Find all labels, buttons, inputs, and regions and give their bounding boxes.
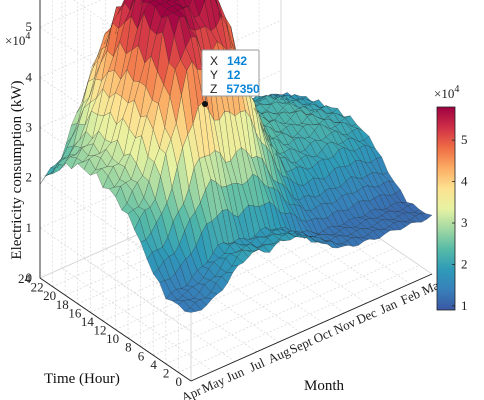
z-tick-label-1: 1 [26, 220, 33, 235]
svg-text:×104: ×104 [5, 31, 30, 48]
colorbar-tick-label-0: 1 [461, 298, 468, 313]
surface-patch-10-17 [129, 0, 135, 11]
grid-z-left-3 [39, 127, 192, 231]
surface-plot [39, 0, 433, 313]
y-tick-label-3: 6 [138, 348, 145, 363]
y-axis-line [39, 277, 192, 382]
y-tick-label-5: 10 [106, 331, 119, 346]
y-tick-label-7: 14 [81, 314, 95, 329]
data-tip-y-value: 12 [227, 68, 241, 82]
x-tick-label-5: Sept [287, 334, 315, 357]
colorbar-tick-label-2: 3 [461, 215, 468, 230]
x-tick-label-3: Jul [247, 355, 267, 375]
y-tick-label-2: 4 [150, 357, 157, 372]
grid-z-left-1 [39, 227, 192, 332]
axis-lines [39, 0, 433, 382]
data-tip-box [201, 49, 260, 97]
z-tick-label-3: 3 [26, 120, 33, 135]
y-tick-label-4: 8 [125, 340, 132, 355]
z-multiplier-exponent: 4 [25, 31, 30, 42]
x-tick-label-2: Jun [224, 364, 247, 385]
data-tip-x-value: 142 [227, 54, 247, 68]
x-tick-label-9: Jan [377, 296, 399, 317]
surface-patch-15-14 [175, 0, 178, 3]
x-axis-title: Month [304, 378, 345, 394]
surface-patch-10-16 [140, 0, 145, 3]
colorbar-multiplier: ×104 [434, 84, 459, 101]
z-multiplier-base: ×10 [5, 33, 25, 48]
y-tick-label-1: 2 [163, 365, 170, 380]
y-axis-title: Time (Hour) [44, 371, 120, 387]
x-tick-label-6: Oct [311, 325, 335, 346]
data-tip-z-label: Z [210, 82, 217, 96]
x-tick-label-7: Nov [331, 314, 358, 337]
z-axis-title: Electricity consumption (kW) [9, 80, 25, 259]
svg-text:Y 12: Y 12 [210, 66, 241, 83]
data-tip-marker[interactable] [202, 101, 208, 107]
grid-x-floor-2 [83, 258, 236, 362]
z-tick-label-2: 2 [26, 170, 33, 185]
grid-x-floor-3 [105, 248, 257, 353]
data-tip[interactable]: X 142 Y 12 Z 57350 [201, 49, 260, 107]
colorbar-gradient [436, 106, 456, 311]
y-tick-label-8: 16 [68, 305, 82, 320]
data-tip-y-label: Y [210, 68, 218, 82]
colorbar-ticks: 1 2 3 4 5 [452, 132, 468, 313]
surface-patch-45-0 [420, 213, 433, 220]
data-tip-x-label: X [210, 54, 218, 68]
grid-x-floor-1 [61, 267, 214, 372]
grid-z-left-5 [39, 26, 192, 131]
z-axis-multiplier: ×104 [5, 31, 30, 48]
z-tick-label-4: 4 [26, 69, 33, 84]
colorbar-multiplier-exponent: 4 [454, 84, 459, 95]
y-tick-label-12: 24 [18, 271, 32, 286]
y-tick-label-6: 12 [94, 323, 107, 338]
z-tick-label-5: 5 [26, 19, 33, 34]
svg-text:Z 57350: Z 57350 [210, 80, 260, 97]
svg-text:X 142: X 142 [210, 52, 247, 69]
x-tick-label-10: Feb [398, 286, 422, 308]
colorbar-tick-label-3: 4 [461, 174, 468, 189]
y-tick-label-0: 0 [176, 374, 183, 389]
x-axis-line [190, 273, 433, 382]
y-tick-label-11: 22 [31, 280, 44, 295]
data-tip-z-value: 57350 [226, 82, 260, 96]
colorbar-tick-label-1: 2 [461, 256, 468, 271]
x-tick-label-8: Dec [354, 305, 379, 327]
y-tick-label-10: 20 [43, 288, 56, 303]
colorbar-multiplier-base: ×10 [434, 86, 454, 101]
y-tick-label-9: 18 [56, 297, 69, 312]
z-tick-label-0: 0 [26, 270, 33, 285]
surface-patch-10-18 [123, 0, 133, 11]
colorbar-tick-label-4: 5 [461, 132, 468, 147]
